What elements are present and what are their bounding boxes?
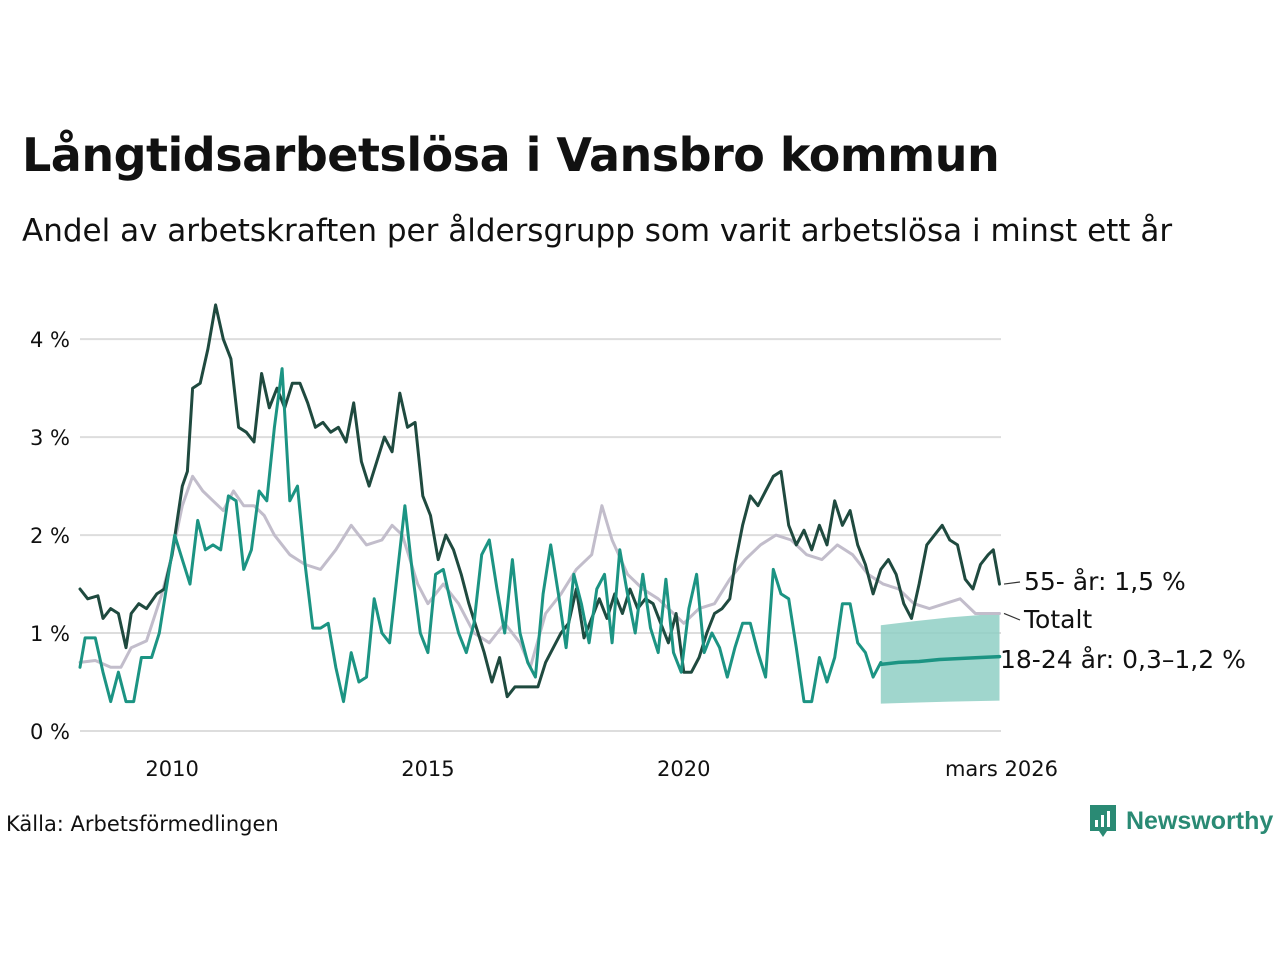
brand-logo: Newsworthy (1088, 803, 1273, 839)
line-chart: 0 % 1 % 2 % 3 % 4 % 2010 2015 2020 mars 2026 55-… (30, 303, 1246, 781)
series-lines (78, 303, 1002, 704)
chart-title: Långtidsarbetslösa i Vansbro kommun (22, 128, 1000, 182)
y-tick-label: 4 % (30, 328, 70, 352)
axis-labels: 0 % 1 % 2 % 3 % 4 % 2010 2015 2020 mars 2026 (30, 328, 1058, 781)
y-tick-label: 0 % (30, 720, 70, 744)
end-label-18-24-år: 18-24 år: 0,3–1,2 % (1000, 645, 1246, 674)
y-tick-label: 3 % (30, 426, 70, 450)
leader-line (1003, 612, 1021, 621)
x-tick-label: 2010 (145, 757, 198, 781)
x-tick-label: mars 2026 (945, 757, 1058, 781)
x-tick-label: 2020 (657, 757, 710, 781)
y-tick-label: 2 % (30, 524, 70, 548)
y-tick-label: 1 % (30, 622, 70, 646)
gridlines (80, 338, 1001, 732)
series-line-18-24-år-prognos (879, 654, 1002, 667)
newsworthy-logo-icon (1090, 805, 1116, 837)
series-line-18-24-år (78, 367, 883, 704)
source-note: Källa: Arbetsförmedlingen (6, 812, 279, 836)
brand-name: Newsworthy (1126, 806, 1274, 835)
leader-line (1003, 581, 1021, 585)
series-line-55-år (78, 303, 1001, 699)
chart-subtitle: Andel av arbetskraften per åldersgrupp s… (22, 213, 1173, 249)
end-label-totalt: Totalt (1023, 605, 1092, 634)
x-tick-label: 2015 (401, 757, 454, 781)
end-label-55-år: 55- år: 1,5 % (1024, 567, 1186, 596)
end-labels: 55- år: 1,5 % Totalt 18-24 år: 0,3–1,2 % (1000, 567, 1246, 674)
